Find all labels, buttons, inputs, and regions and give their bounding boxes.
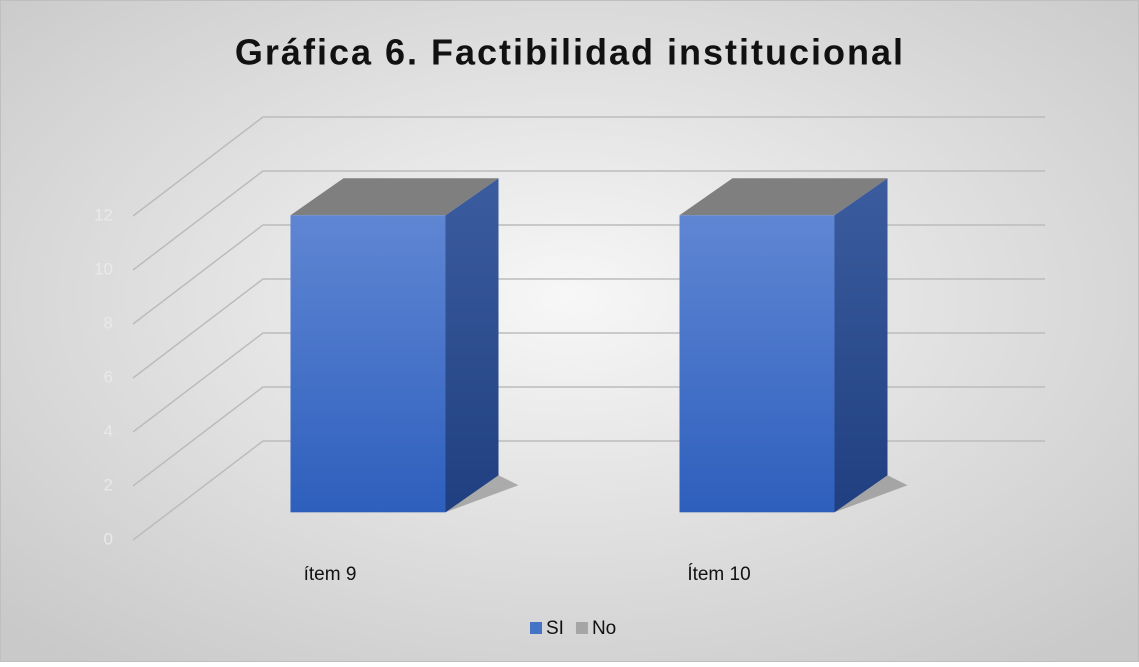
chart-title: Gráfica 6. Factibilidad institucional [235,32,905,73]
legend-label: SI [546,618,564,639]
plot: 0 2 4 6 8 10 12 ítem 9 Ítem 10 SI No [94,116,1045,639]
legend-label: No [592,618,616,639]
y-tick-label: 10 [94,259,113,278]
bar-side [445,178,499,513]
grid-line [132,170,1045,271]
y-tick-label: 0 [104,529,113,548]
y-tick-label: 6 [104,367,113,386]
bar [290,215,446,513]
bar-side [834,178,888,513]
y-tick-label: 4 [104,421,113,440]
bar-top [679,178,888,216]
y-tick-label: 2 [104,475,113,494]
legend-swatch [530,622,542,634]
bar [679,215,835,513]
bar-top [290,178,499,216]
grid-line [132,116,1045,217]
y-tick-label: 8 [104,313,113,332]
y-tick-label: 12 [94,205,113,224]
x-tick-label: Ítem 10 [687,564,750,585]
legend-swatch [575,622,588,634]
x-tick-label: ítem 9 [304,564,357,585]
